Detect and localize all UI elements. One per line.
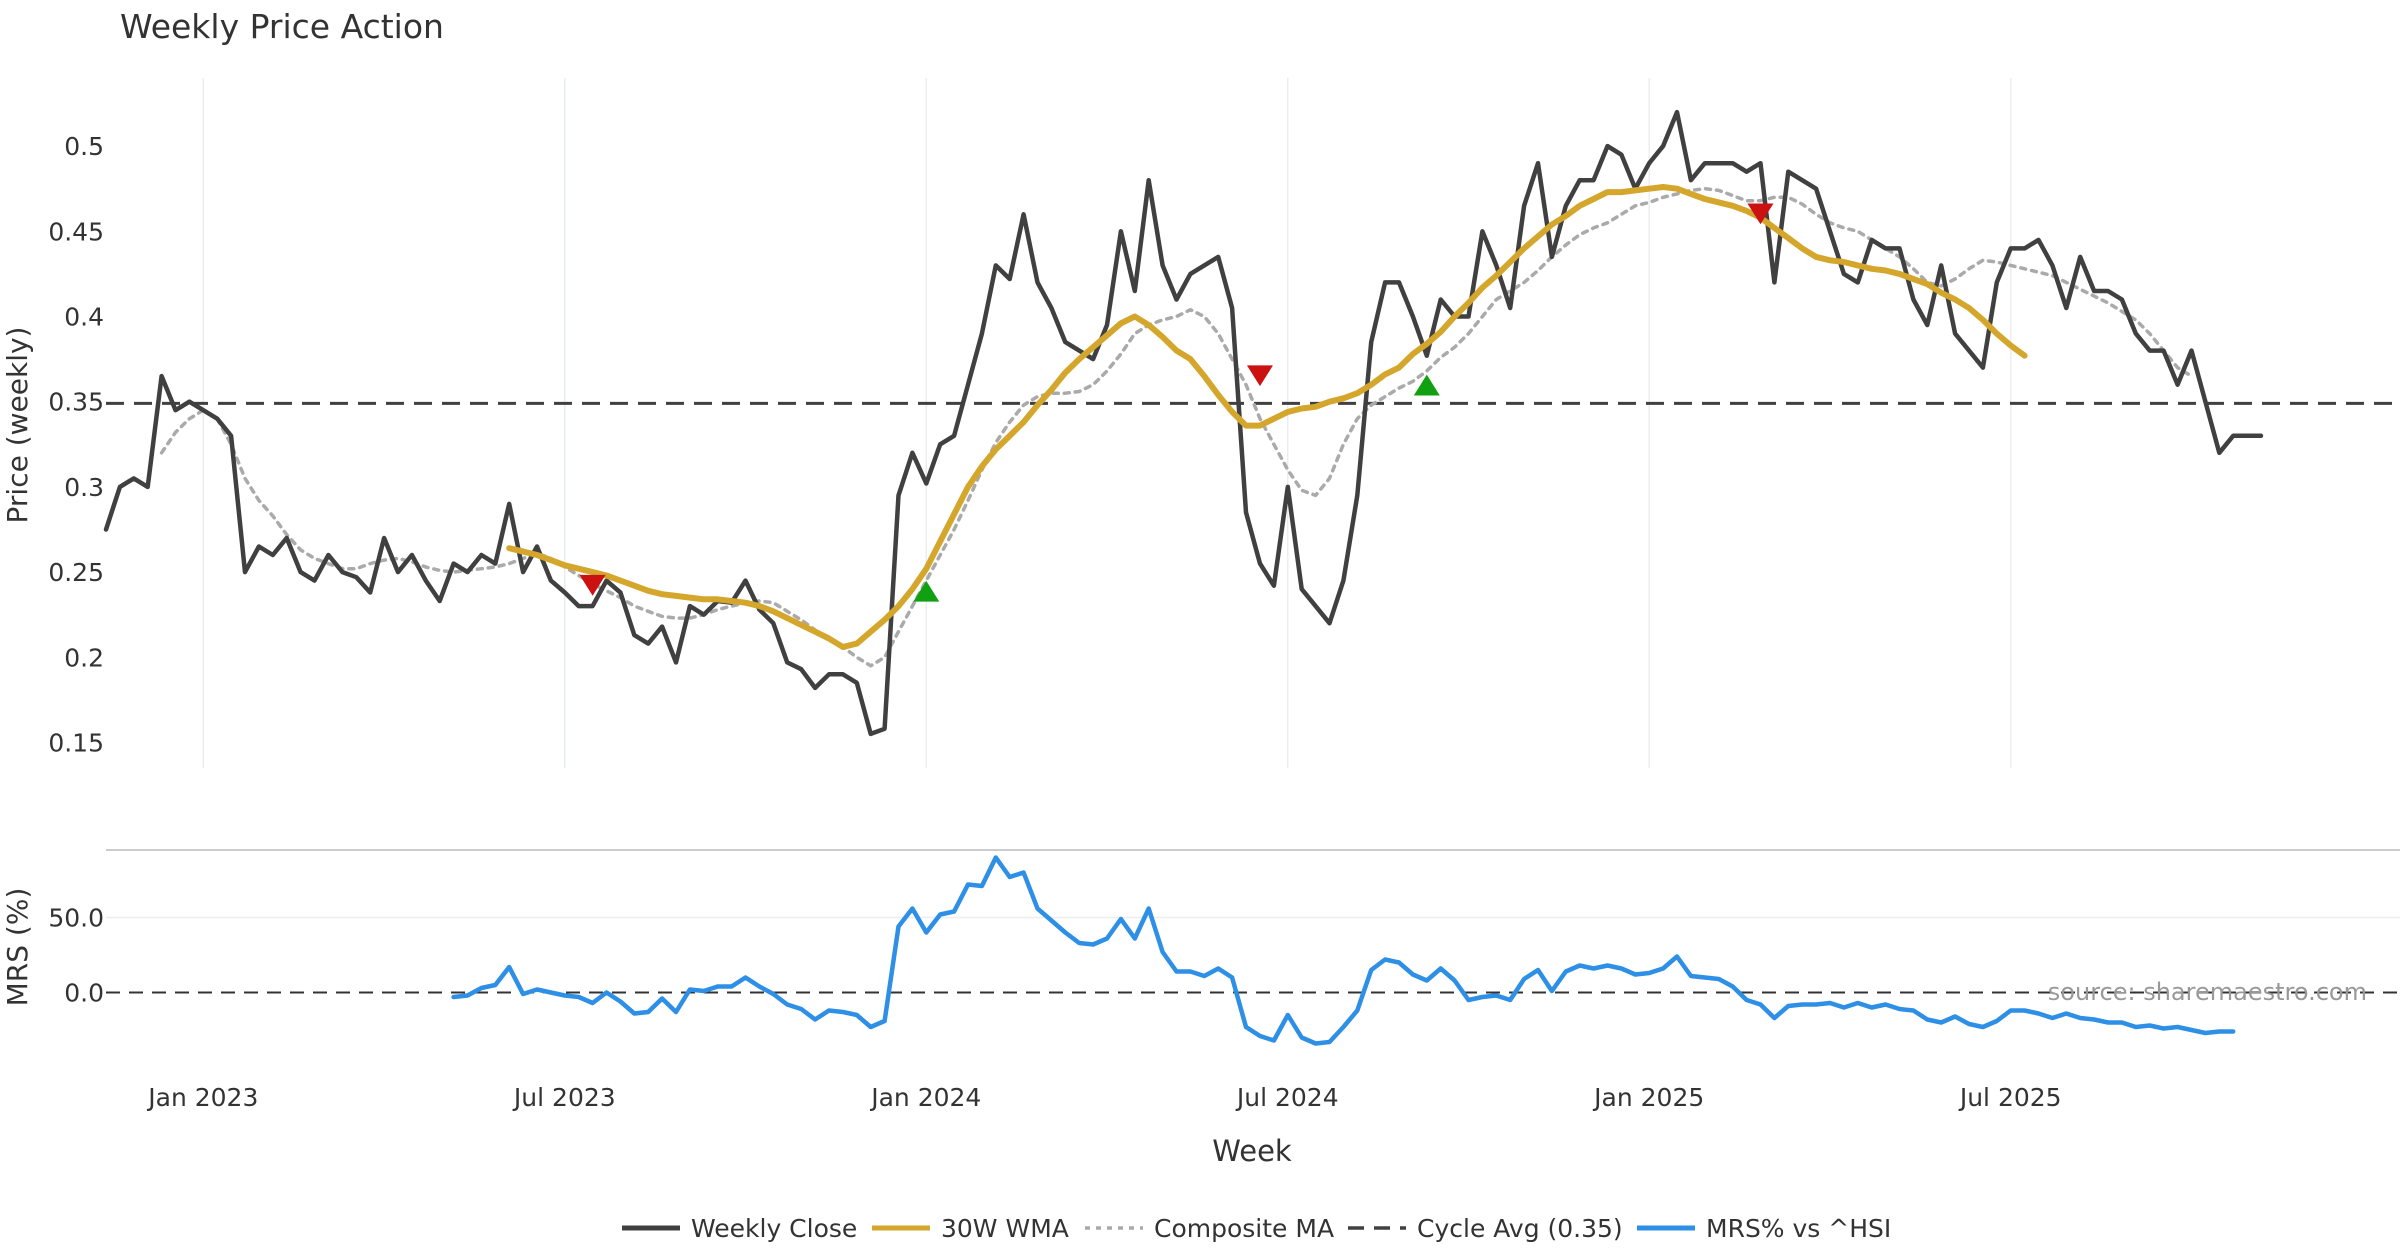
mrs-grid <box>106 916 2400 994</box>
watermark: source: sharemaestro.com <box>2048 978 2367 1006</box>
legend-label: 30W WMA <box>941 1214 1069 1243</box>
x-tick-label: Jan 2024 <box>869 1083 981 1112</box>
price-y-tick-label: 0.35 <box>48 388 104 417</box>
price-y-tick-label: 0.3 <box>64 473 104 502</box>
price-y-axis: 0.15 0.2 0.25 0.3 0.35 0.4 0.45 0.5 <box>48 132 104 757</box>
price-panel: 0.15 0.2 0.25 0.3 0.35 0.4 0.45 0.5 <box>48 78 2400 768</box>
price-y-tick-label: 0.4 <box>64 303 104 332</box>
price-y-tick-label: 0.45 <box>48 217 104 246</box>
price-y-axis-label: Price (weekly) <box>1 327 34 524</box>
composite-ma-line <box>159 186 2194 668</box>
price-y-tick-label: 0.25 <box>48 558 104 587</box>
x-tick-label: Jul 2025 <box>1958 1083 2062 1112</box>
price-y-tick-label: 0.2 <box>64 643 104 672</box>
x-tick-label: Jul 2023 <box>512 1083 616 1112</box>
legend-label: Composite MA <box>1154 1214 1334 1243</box>
mrs-y-axis: 0.0 50.0 <box>48 904 104 1008</box>
mrs-y-axis-label: MRS (%) <box>1 888 34 1007</box>
price-series <box>103 109 2400 737</box>
wma-30w-line <box>506 184 2028 650</box>
chart-title: Weekly Price Action <box>120 7 444 46</box>
legend-label: Weekly Close <box>691 1214 857 1243</box>
x-tick-label: Jan 2025 <box>1592 1083 1704 1112</box>
sell-signal-marker <box>579 574 606 596</box>
sell-signal-marker <box>1246 365 1273 387</box>
legend: Weekly Close 30W WMA Composite MA Cycle Avg… <box>622 1214 1891 1243</box>
mrs-line <box>451 855 2236 1046</box>
mrs-panel: 0.0 50.0 <box>48 855 2400 1046</box>
mrs-y-tick-label: 0.0 <box>64 979 104 1008</box>
legend-label: MRS% vs ^HSI <box>1706 1214 1891 1243</box>
x-tick-label: Jul 2024 <box>1235 1083 1339 1112</box>
weekly-close-line <box>103 109 2264 737</box>
sell-signal-marker <box>1747 203 1774 225</box>
buy-signal-marker <box>1413 374 1440 396</box>
buy-signal-marker <box>913 580 940 602</box>
x-axis: Jan 2023 Jul 2023 Jan 2024 Jul 2024 Jan 2025… <box>146 1083 2061 1112</box>
price-grid <box>202 78 2012 768</box>
x-axis-label: Week <box>1212 1134 1292 1168</box>
x-tick-label: Jan 2023 <box>146 1083 258 1112</box>
mrs-series <box>451 855 2236 1046</box>
legend-label: Cycle Avg (0.35) <box>1417 1214 1623 1243</box>
price-y-tick-label: 0.5 <box>64 132 104 161</box>
mrs-y-tick-label: 50.0 <box>48 904 104 933</box>
signal-markers <box>579 203 1774 602</box>
price-y-tick-label: 0.15 <box>48 728 104 757</box>
